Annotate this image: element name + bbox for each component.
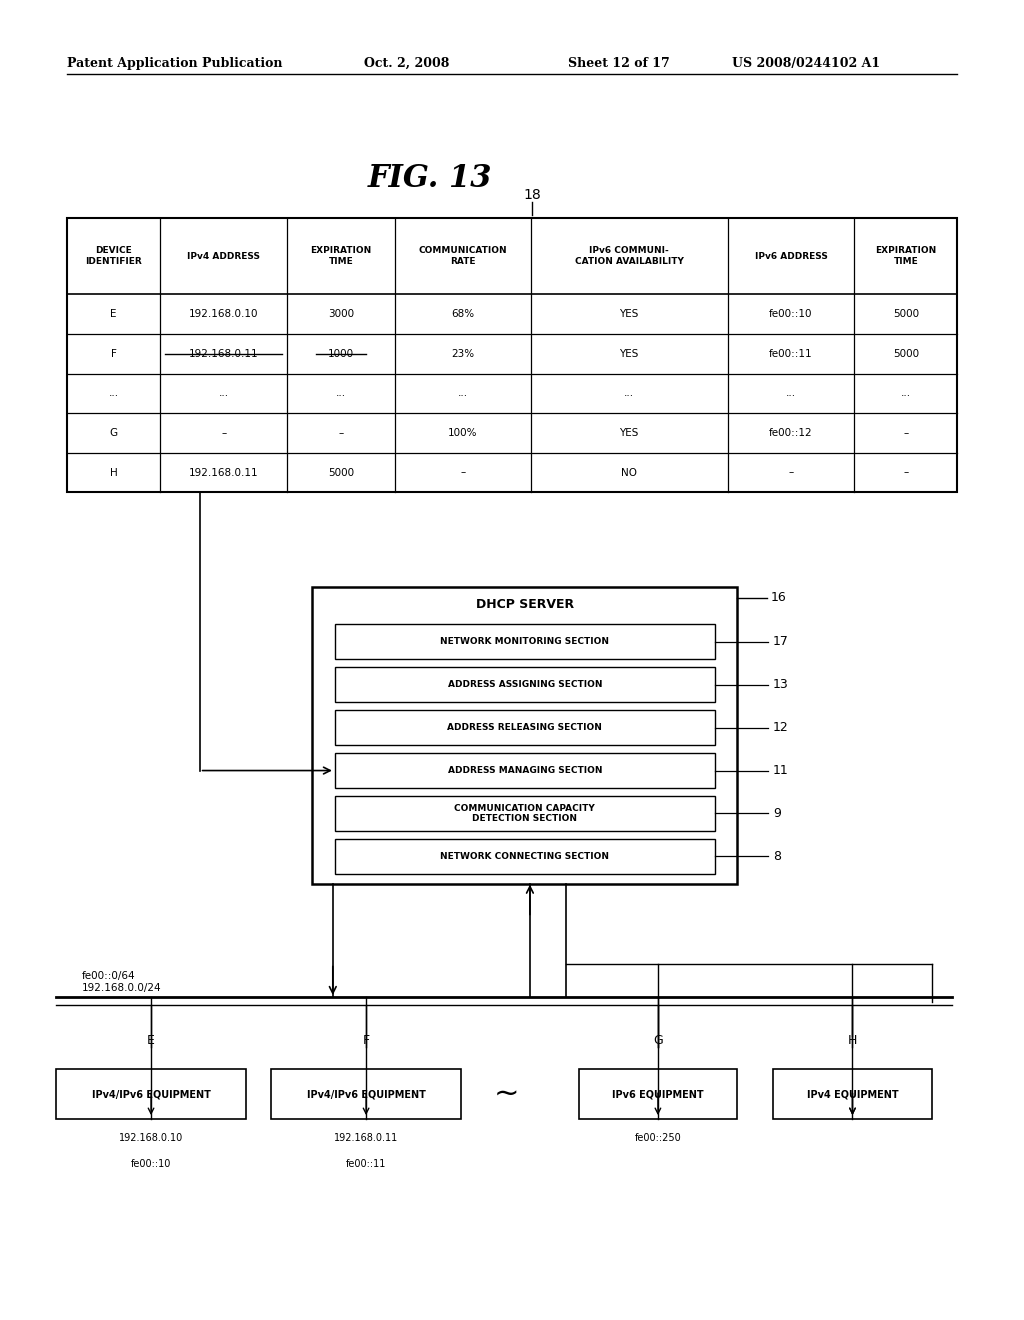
Text: 9: 9 xyxy=(773,807,781,820)
Text: COMMUNICATION
RATE: COMMUNICATION RATE xyxy=(419,246,507,267)
Text: ~: ~ xyxy=(495,1080,519,1109)
Bar xyxy=(271,1069,461,1119)
Text: IPv6 COMMUNI-
CATION AVAILABILITY: IPv6 COMMUNI- CATION AVAILABILITY xyxy=(574,246,684,267)
Text: 13: 13 xyxy=(773,678,788,692)
Text: fe00::11: fe00::11 xyxy=(769,348,813,359)
Text: YES: YES xyxy=(620,428,639,438)
Text: 18: 18 xyxy=(523,189,542,202)
Text: EXPIRATION
TIME: EXPIRATION TIME xyxy=(310,246,372,267)
Text: ADDRESS MANAGING SECTION: ADDRESS MANAGING SECTION xyxy=(447,766,602,775)
Text: H: H xyxy=(848,1034,857,1047)
Bar xyxy=(335,668,715,702)
Text: EXPIRATION
TIME: EXPIRATION TIME xyxy=(876,246,937,267)
Text: 8: 8 xyxy=(773,850,781,863)
Bar xyxy=(335,710,715,744)
Text: IPv4 ADDRESS: IPv4 ADDRESS xyxy=(187,252,260,260)
Bar xyxy=(67,218,957,492)
Bar xyxy=(335,840,715,874)
Text: 17: 17 xyxy=(773,635,790,648)
Text: ...: ... xyxy=(786,388,796,399)
Text: COMMUNICATION CAPACITY
DETECTION SECTION: COMMUNICATION CAPACITY DETECTION SECTION xyxy=(455,804,595,824)
Text: DHCP SERVER: DHCP SERVER xyxy=(476,598,573,611)
Text: NETWORK MONITORING SECTION: NETWORK MONITORING SECTION xyxy=(440,638,609,647)
Text: 68%: 68% xyxy=(452,309,474,319)
Text: YES: YES xyxy=(620,348,639,359)
Text: G: G xyxy=(653,1034,663,1047)
Text: ...: ... xyxy=(625,388,634,399)
Text: ADDRESS ASSIGNING SECTION: ADDRESS ASSIGNING SECTION xyxy=(447,680,602,689)
Bar xyxy=(312,587,737,884)
Bar xyxy=(335,796,715,832)
Text: 192.168.0.11: 192.168.0.11 xyxy=(188,467,258,478)
Text: E: E xyxy=(111,309,117,319)
Text: 5000: 5000 xyxy=(328,467,354,478)
Text: ADDRESS RELEASING SECTION: ADDRESS RELEASING SECTION xyxy=(447,723,602,733)
Text: 1000: 1000 xyxy=(328,348,354,359)
Text: Oct. 2, 2008: Oct. 2, 2008 xyxy=(364,57,449,70)
Text: –: – xyxy=(338,428,343,438)
Text: 100%: 100% xyxy=(449,428,477,438)
Text: –: – xyxy=(903,428,908,438)
Bar xyxy=(56,1069,246,1119)
Text: DEVICE
IDENTIFIER: DEVICE IDENTIFIER xyxy=(85,246,141,267)
Text: –: – xyxy=(221,428,226,438)
Text: 3000: 3000 xyxy=(328,309,354,319)
Text: ...: ... xyxy=(336,388,346,399)
Text: F: F xyxy=(362,1034,370,1047)
Text: fe00::12: fe00::12 xyxy=(769,428,813,438)
Text: Sheet 12 of 17: Sheet 12 of 17 xyxy=(568,57,670,70)
Text: IPv6 ADDRESS: IPv6 ADDRESS xyxy=(755,252,827,260)
Text: E: E xyxy=(147,1034,155,1047)
Text: 5000: 5000 xyxy=(893,348,919,359)
Text: NO: NO xyxy=(622,467,637,478)
Text: ...: ... xyxy=(901,388,911,399)
Text: F: F xyxy=(111,348,117,359)
Text: NETWORK CONNECTING SECTION: NETWORK CONNECTING SECTION xyxy=(440,851,609,861)
Text: 192.168.0.0/24: 192.168.0.0/24 xyxy=(82,982,162,993)
Text: G: G xyxy=(110,428,118,438)
Text: H: H xyxy=(110,467,118,478)
Text: 12: 12 xyxy=(773,721,788,734)
Text: IPv4/IPv6 EQUIPMENT: IPv4/IPv6 EQUIPMENT xyxy=(306,1089,426,1100)
Text: 192.168.0.11: 192.168.0.11 xyxy=(334,1133,398,1143)
Text: YES: YES xyxy=(620,309,639,319)
Text: 192.168.0.10: 192.168.0.10 xyxy=(188,309,258,319)
Text: fe00::11: fe00::11 xyxy=(346,1159,386,1170)
Text: FIG. 13: FIG. 13 xyxy=(368,162,493,194)
Text: 23%: 23% xyxy=(452,348,474,359)
Text: IPv4 EQUIPMENT: IPv4 EQUIPMENT xyxy=(807,1089,898,1100)
Text: fe00::0/64: fe00::0/64 xyxy=(82,970,135,981)
Text: 5000: 5000 xyxy=(893,309,919,319)
Text: 16: 16 xyxy=(771,591,786,605)
Text: 192.168.0.10: 192.168.0.10 xyxy=(119,1133,183,1143)
Text: –: – xyxy=(788,467,794,478)
Text: 11: 11 xyxy=(773,764,788,777)
Bar xyxy=(579,1069,737,1119)
Text: 192.168.0.11: 192.168.0.11 xyxy=(188,348,258,359)
Text: ...: ... xyxy=(218,388,228,399)
Bar xyxy=(773,1069,932,1119)
Bar xyxy=(335,752,715,788)
Text: fe00::250: fe00::250 xyxy=(635,1133,681,1143)
Text: ...: ... xyxy=(109,388,119,399)
Text: US 2008/0244102 A1: US 2008/0244102 A1 xyxy=(732,57,881,70)
Text: Patent Application Publication: Patent Application Publication xyxy=(67,57,282,70)
Text: fe00::10: fe00::10 xyxy=(131,1159,171,1170)
Text: –: – xyxy=(460,467,465,478)
Text: IPv6 EQUIPMENT: IPv6 EQUIPMENT xyxy=(612,1089,703,1100)
Text: fe00::10: fe00::10 xyxy=(769,309,813,319)
Text: IPv4/IPv6 EQUIPMENT: IPv4/IPv6 EQUIPMENT xyxy=(91,1089,211,1100)
Bar xyxy=(335,624,715,660)
Text: –: – xyxy=(903,467,908,478)
Text: ...: ... xyxy=(458,388,468,399)
